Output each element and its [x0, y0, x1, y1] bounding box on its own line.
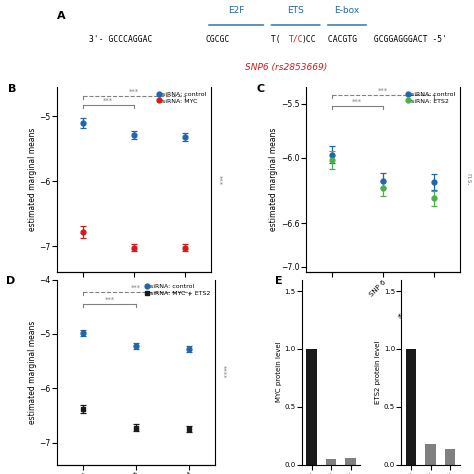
Bar [326, 459, 337, 465]
Y-axis label: estimated marginal means: estimated marginal means [27, 320, 36, 424]
Y-axis label: ***: *** [216, 175, 222, 185]
Text: E: E [275, 276, 283, 286]
Text: T(: T( [266, 35, 281, 44]
Y-axis label: ****: **** [220, 365, 227, 379]
Text: ***: *** [129, 89, 139, 95]
Text: CACGTG: CACGTG [323, 35, 357, 44]
Bar [406, 349, 416, 465]
Text: E2F: E2F [228, 6, 245, 15]
Bar [445, 449, 456, 465]
Y-axis label: estimated marginal means: estimated marginal means [270, 128, 278, 231]
Text: ***: *** [104, 297, 115, 303]
Legend: siRNA: control, siRNA: MYC: siRNA: control, siRNA: MYC [156, 91, 208, 105]
Text: D: D [6, 276, 16, 286]
Y-axis label: n.s.: n.s. [465, 173, 471, 186]
Text: A: A [57, 11, 65, 21]
Legend: siRNA: control, siRNA: ETS2: siRNA: control, siRNA: ETS2 [405, 91, 456, 105]
Text: T/C: T/C [289, 35, 303, 44]
Bar [306, 349, 317, 465]
Text: ***: *** [352, 99, 362, 105]
Legend: siRNA: control, siRNA: MYC + ETS2: siRNA: control, siRNA: MYC + ETS2 [144, 283, 212, 297]
Text: ***: *** [131, 284, 141, 291]
Text: ***: *** [378, 88, 388, 94]
Bar [425, 444, 436, 465]
Text: SNP6 (rs2853669): SNP6 (rs2853669) [246, 63, 328, 72]
Y-axis label: estimated marginal means: estimated marginal means [27, 128, 36, 231]
Text: C: C [257, 83, 265, 93]
Text: B: B [8, 83, 16, 93]
Text: ETS: ETS [287, 6, 304, 15]
Text: 3'- GCCCAGGAC: 3'- GCCCAGGAC [89, 35, 157, 44]
Bar [345, 457, 356, 465]
Text: ***: *** [103, 98, 113, 104]
Y-axis label: ETS2 protein level: ETS2 protein level [375, 340, 381, 404]
Y-axis label: MYC protein level: MYC protein level [275, 342, 282, 402]
Text: GCGGAGGGACT -5': GCGGAGGGACT -5' [369, 35, 447, 44]
Text: CGCGC: CGCGC [206, 35, 230, 44]
Text: )CC: )CC [302, 35, 317, 44]
Text: E-box: E-box [334, 6, 360, 15]
